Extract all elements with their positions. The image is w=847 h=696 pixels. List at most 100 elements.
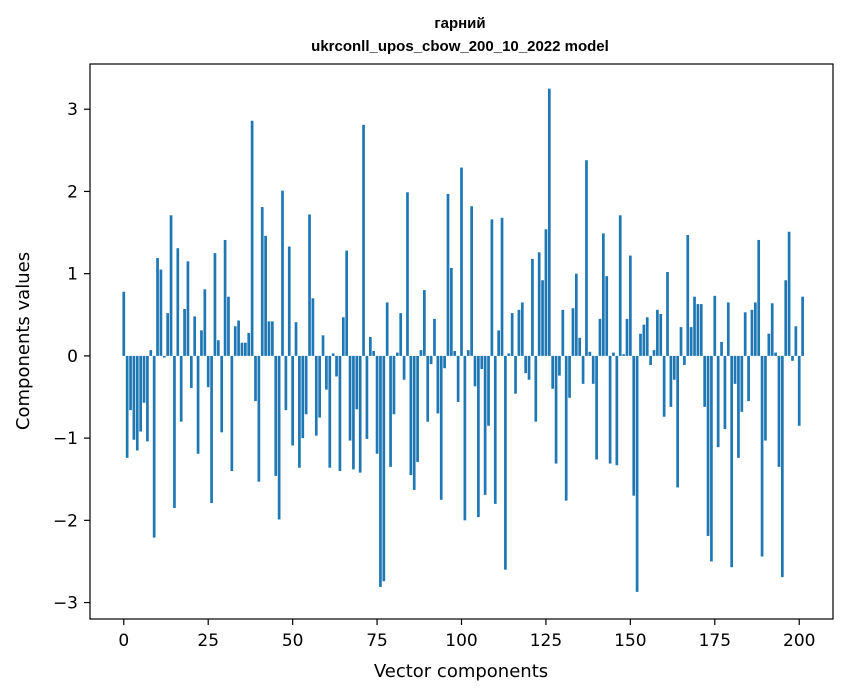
bar [615,355,619,466]
bar [760,355,764,557]
bar [456,355,460,402]
bar [794,326,798,356]
bar [220,355,224,433]
bar [149,350,153,356]
bar [260,207,264,356]
bar [696,304,700,356]
bar [301,355,305,439]
bar [348,355,352,441]
bar [325,355,328,390]
x-tick-label: 75 [366,631,388,651]
bar [504,355,507,570]
bar [142,355,146,403]
bar [774,352,777,356]
bar [439,355,443,500]
bar [672,355,676,380]
bar [531,258,534,356]
bar [311,298,315,356]
bar [639,333,642,356]
bar [436,355,440,414]
bar [345,250,349,356]
bar [764,355,767,441]
bar [642,324,646,356]
bar [683,355,686,365]
x-tick-label: 100 [445,631,477,651]
y-axis-ticks: −3 −2 −1 0 1 2 3 [53,100,90,614]
bar [453,350,457,356]
bar [652,350,656,356]
bar [186,261,190,356]
bar [338,355,342,471]
bar [493,355,497,504]
bar [463,355,467,521]
chart-subtitle: ukrconll_upos_cbow_200_10_2022 model [311,38,609,55]
bar [470,206,473,356]
bar [213,253,217,356]
bar [382,355,386,582]
bar [723,355,727,430]
y-tick-label: −3 [53,594,78,614]
bar [510,313,514,356]
bar [622,354,625,356]
bar [203,289,207,356]
bar [534,355,538,422]
bar [189,355,193,388]
bar [608,355,612,464]
bar [321,335,325,356]
bar [733,355,737,384]
bar [554,355,558,464]
bar [710,355,713,562]
bar [125,355,129,458]
bar [777,355,781,467]
bar [291,355,294,446]
bar [267,321,271,356]
bar [372,350,376,356]
bar [216,340,220,356]
bar [645,317,649,356]
bar [341,317,345,356]
bar [450,267,453,356]
bar [797,355,801,426]
bar [618,215,622,356]
bar [601,233,605,356]
bar [662,355,666,417]
x-axis-ticks: 0 25 50 75 100 125 150 175 200 [118,619,815,651]
bar [726,302,730,356]
bar [304,355,308,415]
bar [612,352,615,356]
bar [426,355,430,422]
bar [591,355,595,384]
bar [500,217,504,356]
bar [166,313,170,356]
x-axis-label: Vector components [374,661,548,682]
bar [399,313,403,356]
bar [625,318,629,356]
bar [233,326,237,356]
plot-frame [89,63,834,620]
bar [588,351,592,356]
bar [200,330,203,356]
bar [169,215,173,356]
bar [264,235,267,356]
bar [318,355,322,418]
bar [568,355,571,398]
bar [179,355,183,422]
bar [402,355,406,380]
bar [571,308,575,356]
bar [757,239,761,356]
bar [564,355,568,501]
bar [561,309,565,356]
bar [196,355,200,454]
x-tick-label: 125 [530,631,562,651]
bar [412,355,416,490]
x-tick-label: 200 [783,631,815,651]
bar [547,88,551,356]
bar [446,193,450,356]
bar [298,355,301,468]
bar [206,355,210,388]
bar [335,355,338,377]
bar [389,355,392,467]
bar [443,355,446,369]
bar [314,355,318,436]
